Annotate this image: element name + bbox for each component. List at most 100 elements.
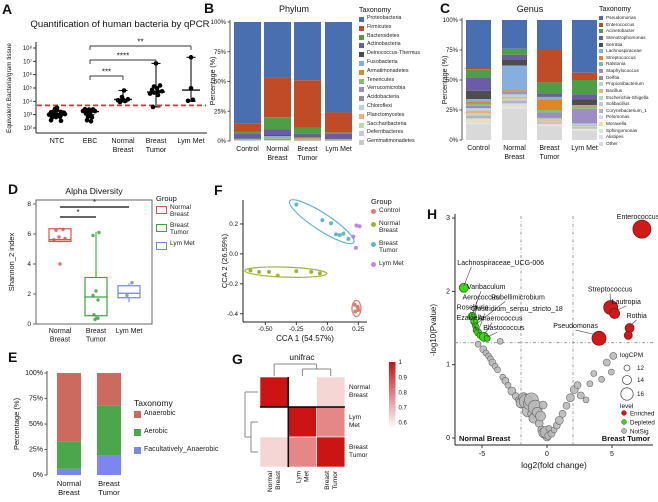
x-tick-label: 0 bbox=[545, 451, 549, 458]
legend-item-Firmicutes: Firmicutes bbox=[359, 23, 420, 31]
bar-segment-Ralstonia bbox=[572, 107, 597, 109]
bar-segment-Streptococcus bbox=[572, 106, 597, 108]
row-label: Met bbox=[349, 422, 360, 429]
data-point bbox=[54, 228, 58, 232]
group-side-label: Normal Breast bbox=[459, 434, 511, 443]
x-category-label: Normal bbox=[111, 136, 135, 145]
panel-f-plot: -0.50 -0.25 0.00 0.25 -0.4 -0.2 0.0 0.2 CCA 1 (5… bbox=[220, 199, 367, 343]
bar-segment-Aerobic bbox=[97, 405, 121, 456]
data-point bbox=[275, 273, 280, 278]
panel-b-plot: 100% 75% 50% 25% 0% Control Normal Breast Breast… bbox=[210, 4, 352, 162]
legend-swatch bbox=[359, 122, 364, 128]
notsig-point bbox=[602, 358, 611, 367]
row-label: Breast bbox=[349, 444, 368, 451]
heatmap-cell bbox=[259, 436, 289, 468]
y-tick-label: 25% bbox=[214, 109, 227, 115]
bar-segment-Pseudomonas bbox=[466, 20, 491, 68]
bar-segment-Pseudomonas bbox=[572, 20, 597, 73]
bar-segment-Escherichia-Shigella bbox=[537, 120, 562, 122]
x-category-label: Lym Met bbox=[325, 146, 352, 153]
legend-label: Acidobacteria bbox=[367, 94, 400, 101]
data-point bbox=[294, 269, 299, 274]
legend-swatch bbox=[371, 221, 376, 227]
data-point bbox=[62, 111, 68, 117]
notsig-point bbox=[496, 337, 504, 345]
bar-segment-Tenericutes bbox=[264, 138, 291, 139]
bar-segment-Enterococcus bbox=[537, 50, 562, 83]
x-category-label: Breast bbox=[50, 337, 70, 344]
y-tick-label: 4 bbox=[27, 261, 31, 268]
legend-title: Taxonomy bbox=[359, 7, 391, 14]
legend-item-Serratia: Serratia bbox=[599, 42, 648, 47]
legend-title: Taxonomy bbox=[599, 6, 631, 13]
x-category-label: Tumor bbox=[298, 155, 319, 162]
colorbar-segment bbox=[389, 425, 396, 429]
x-tick-label: 5 bbox=[610, 451, 614, 458]
legend-cca-group: Group Control Normal Breast Breast Tumor Lym… bbox=[371, 197, 404, 274]
legend-item-Bacillus: Bacillus bbox=[599, 88, 648, 93]
legend-label: Firmicutes bbox=[367, 23, 392, 30]
colorbar-segment bbox=[389, 364, 396, 368]
label-leader bbox=[470, 311, 477, 330]
legend-label: Ralstonia bbox=[606, 61, 626, 67]
legend-item-Normal-Breast: Normal Breast bbox=[371, 220, 404, 235]
data-point bbox=[309, 269, 314, 274]
legend-item-Lachnospiraceae: Lachnospiraceae bbox=[599, 48, 648, 54]
bar-segment-Pelomonas bbox=[572, 128, 597, 130]
data-point bbox=[355, 305, 360, 310]
legend-item-Lym-Met: Lym Met bbox=[156, 240, 195, 250]
bar-segment-Propionibacterium bbox=[502, 94, 527, 97]
bar-segment-Pelomonas bbox=[466, 118, 491, 121]
legend-item-Normal-Breast: Normal Breast bbox=[156, 204, 195, 219]
label-leader bbox=[477, 313, 486, 332]
legend-swatch bbox=[134, 447, 141, 454]
legend-swatch bbox=[359, 113, 364, 119]
legend-swatch bbox=[599, 49, 603, 54]
x-category-label: Lym Met bbox=[177, 136, 204, 145]
bar-segment-Moraxella bbox=[537, 124, 562, 125]
data-point bbox=[61, 227, 65, 232]
colorbar-segment bbox=[389, 362, 396, 365]
data-point bbox=[53, 114, 59, 120]
y-tick-label: 50% bbox=[29, 421, 43, 428]
x-tick-label: 0.00 bbox=[321, 326, 334, 333]
heatmap-cell bbox=[287, 436, 317, 468]
legend-label: Tenericutes bbox=[367, 76, 395, 83]
legend-swatch bbox=[359, 69, 364, 75]
data-point bbox=[190, 97, 196, 103]
bar-segment-Acinetobacter bbox=[466, 69, 491, 78]
panel-letter-d: D bbox=[8, 181, 19, 197]
data-point bbox=[92, 313, 96, 317]
data-point bbox=[85, 114, 91, 120]
bar-segment-Bacillus bbox=[466, 110, 491, 113]
level-legend-dot bbox=[621, 410, 627, 416]
legend-item-Breast-Tumor: Breast Tumor bbox=[156, 222, 195, 237]
legend-label: Sphingomonas bbox=[606, 127, 638, 133]
label-leader bbox=[614, 305, 627, 312]
notsig-point bbox=[535, 410, 546, 422]
legend-swatch bbox=[599, 69, 603, 73]
x-category-label: Breast bbox=[58, 488, 81, 497]
legend-item-Gemmatimonadetes: Gemmatimonadetes bbox=[359, 138, 420, 146]
bar-segment-Firmicutes bbox=[264, 77, 291, 118]
notsig-point bbox=[566, 393, 575, 402]
data-point bbox=[267, 269, 272, 274]
size-legend-circle bbox=[622, 375, 632, 385]
data-point bbox=[58, 118, 64, 124]
data-point bbox=[353, 245, 358, 250]
bar-segment-Lachnospiraceae bbox=[537, 96, 562, 100]
heatmap-cell bbox=[259, 406, 289, 438]
data-point bbox=[88, 118, 94, 124]
legend-label: Facultatively_Anaerobic bbox=[144, 446, 219, 453]
colorbar-segment bbox=[389, 414, 396, 417]
bar-segment-Moraxella bbox=[502, 105, 527, 107]
data-point bbox=[248, 268, 253, 273]
bar-segment-Solibacillus bbox=[572, 126, 597, 128]
bar-segment-Actinobacteria bbox=[264, 129, 291, 136]
bar-segment-Anaerobic bbox=[57, 373, 81, 442]
bar-segment-Lachnospiraceae bbox=[572, 105, 597, 107]
bar-segment-Acinetobacter bbox=[572, 80, 597, 95]
bar-segment-Streptococcus bbox=[537, 99, 562, 110]
y-tick-label: 10⁴ bbox=[23, 98, 33, 105]
bar-segment-Enterococcus bbox=[466, 68, 491, 70]
